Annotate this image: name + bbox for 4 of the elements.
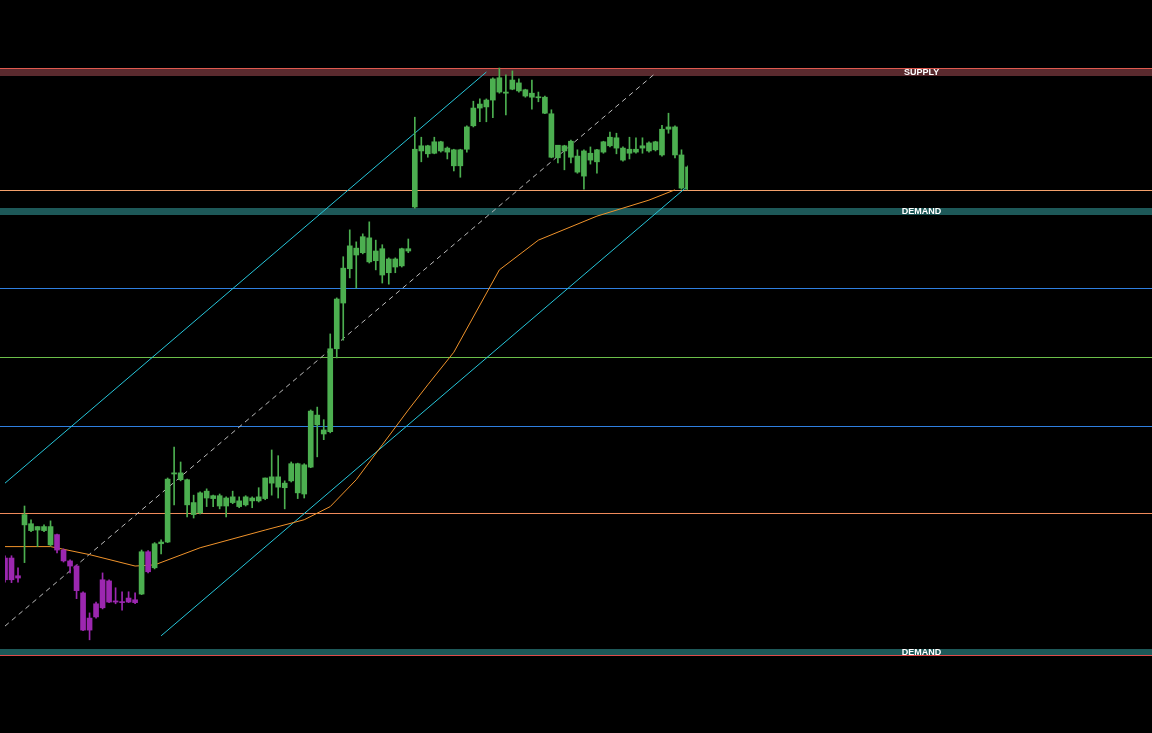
- band-label: DEMAND: [901, 206, 942, 217]
- band-label: DEMAND: [901, 646, 942, 657]
- candlestick: [503, 74, 509, 116]
- band-label: SUPPLY: [904, 66, 940, 77]
